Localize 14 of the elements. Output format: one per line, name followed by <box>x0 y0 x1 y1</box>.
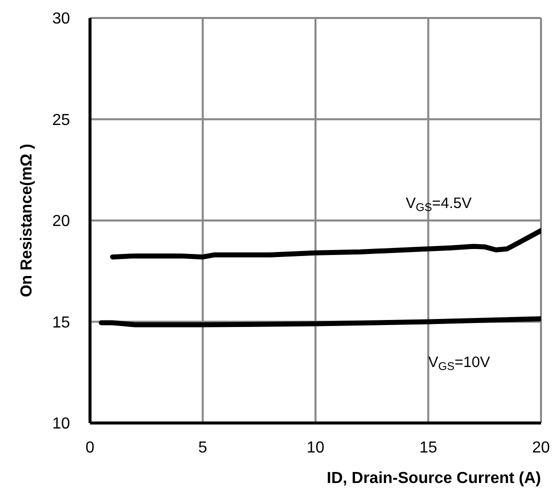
x-tick-label: 20 <box>532 439 550 456</box>
y-tick-label: 20 <box>52 213 70 230</box>
y-tick-label: 15 <box>52 314 70 332</box>
y-tick-label: 10 <box>52 416 70 433</box>
x-axis-title: ID, Drain-Source Current (A) <box>326 470 541 487</box>
x-tick-label: 15 <box>419 439 438 456</box>
y-tick-label: 25 <box>52 112 70 129</box>
text: V$_{GS}$=4.5V <box>406 194 472 214</box>
text: V$_{GS}$=10V <box>428 354 490 372</box>
x-tick-label: 5 <box>198 439 208 456</box>
x-tick-label: 0 <box>86 439 95 456</box>
y-tick-label: 30 <box>52 10 70 28</box>
y-axis-title: On Resistance(mΩ ) <box>18 144 36 298</box>
x-tick-label: 10 <box>306 439 324 456</box>
